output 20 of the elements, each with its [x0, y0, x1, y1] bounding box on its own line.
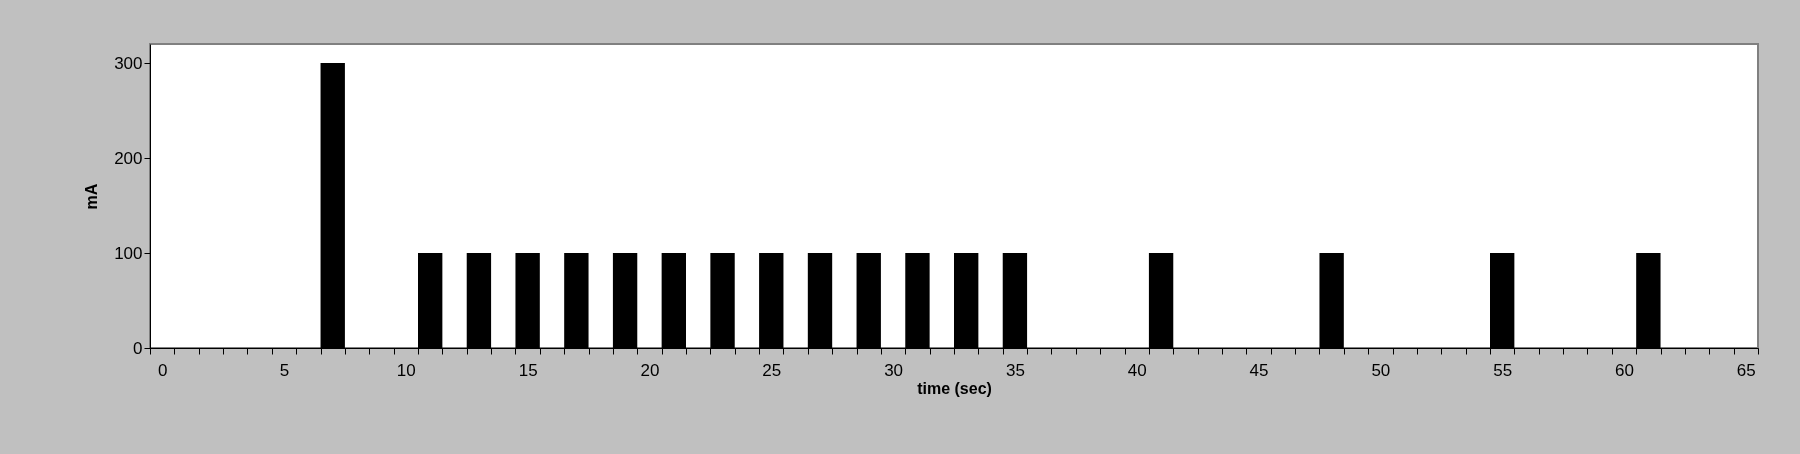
x-tick-label: 30 [884, 360, 904, 380]
x-tick-label: 0 [157, 360, 168, 380]
y-tick-label: 300 [114, 53, 143, 73]
x-tick-label: 65 [1736, 360, 1756, 380]
x-axis-title: time (sec) [917, 379, 992, 397]
y-axis-title: mA [83, 183, 101, 210]
y-tick-label: 200 [114, 148, 143, 168]
x-tick-label: 60 [1615, 360, 1634, 380]
x-tick-label: 25 [762, 360, 782, 380]
x-tick-label: 15 [518, 360, 538, 380]
x-tick-label: 5 [279, 360, 290, 380]
y-tick-label: 100 [114, 243, 143, 263]
x-tick-label: 10 [396, 360, 416, 380]
y-tick-label: 0 [133, 338, 143, 358]
x-tick-label: 45 [1249, 360, 1269, 380]
x-tick-label: 55 [1493, 360, 1513, 380]
x-tick-label: 40 [1127, 360, 1147, 380]
x-tick-label: 50 [1371, 360, 1391, 380]
x-tick-label: 20 [640, 360, 660, 380]
x-tick-label: 35 [1005, 360, 1025, 380]
